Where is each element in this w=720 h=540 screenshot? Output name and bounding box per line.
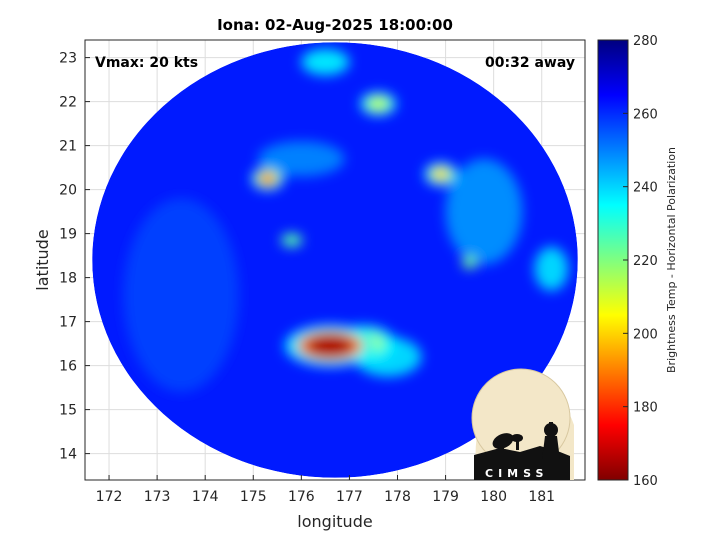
y-tick-label-3: 17 xyxy=(59,315,77,331)
chart-title: Iona: 02-Aug-2025 18:00:00 xyxy=(217,16,453,34)
feature-1 xyxy=(258,141,345,177)
swath-group xyxy=(92,42,578,478)
feature-10 xyxy=(432,168,450,181)
cb-tick-label-3: 220 xyxy=(633,254,658,269)
x-axis-label: longitude xyxy=(297,512,372,531)
feature-2 xyxy=(445,158,523,265)
y-tick-label-7: 21 xyxy=(59,139,77,155)
feature-7 xyxy=(462,255,477,269)
vmax-annotation: Vmax: 20 kts xyxy=(95,55,198,71)
feature-8 xyxy=(368,97,388,110)
feature-5 xyxy=(301,48,350,76)
y-axis-label: latitude xyxy=(33,229,52,290)
x-tick-label-4: 176 xyxy=(288,489,315,505)
feature-12 xyxy=(306,334,355,357)
cb-tick-label-0: 160 xyxy=(633,474,658,489)
y-axis-ticks: 14 15 16 17 18 19 20 21 22 23 xyxy=(59,51,90,463)
y-tick-label-0: 14 xyxy=(59,447,77,463)
y-tick-label-6: 20 xyxy=(59,183,77,199)
feature-4 xyxy=(534,246,569,291)
logo-text: CIMSS xyxy=(485,467,548,480)
x-tick-label-7: 179 xyxy=(432,489,459,505)
feature-6 xyxy=(281,233,303,247)
y-tick-label-4: 18 xyxy=(59,271,77,287)
x-tick-label-6: 178 xyxy=(384,489,411,505)
brightness-features xyxy=(123,48,569,392)
x-axis-ticks: 172 173 174 175 176 177 178 179 180 181 xyxy=(96,475,555,505)
x-tick-label-8: 180 xyxy=(480,489,507,505)
cb-tick-label-5: 260 xyxy=(633,107,658,122)
y-tick-label-5: 19 xyxy=(59,227,77,243)
y-tick-label-9: 23 xyxy=(59,51,77,67)
x-tick-label-2: 174 xyxy=(192,489,219,505)
cb-tick-label-2: 200 xyxy=(633,327,658,342)
x-tick-label-0: 172 xyxy=(96,489,123,505)
cb-tick-label-6: 280 xyxy=(633,34,658,49)
x-tick-label-3: 175 xyxy=(240,489,267,505)
x-tick-label-5: 177 xyxy=(336,489,363,505)
x-tick-label-1: 173 xyxy=(144,489,171,505)
time-away-annotation: 00:32 away xyxy=(485,55,575,71)
feature-11 xyxy=(259,172,277,185)
x-tick-label-9: 181 xyxy=(528,489,555,505)
colorbar-ticks: 160 180 200 220 240 260 280 xyxy=(623,34,658,489)
y-tick-label-2: 16 xyxy=(59,359,77,375)
y-tick-label-1: 15 xyxy=(59,403,77,419)
cimss-logo: CIMSS xyxy=(471,368,574,480)
cb-tick-label-1: 180 xyxy=(633,401,658,416)
cb-tick-label-4: 240 xyxy=(633,181,658,196)
y-tick-label-8: 22 xyxy=(59,95,77,111)
plot-frame xyxy=(84,39,586,481)
feature-0 xyxy=(123,198,239,392)
colorbar-label: Brightness Temp - Horizontal Polarizatio… xyxy=(665,147,678,373)
